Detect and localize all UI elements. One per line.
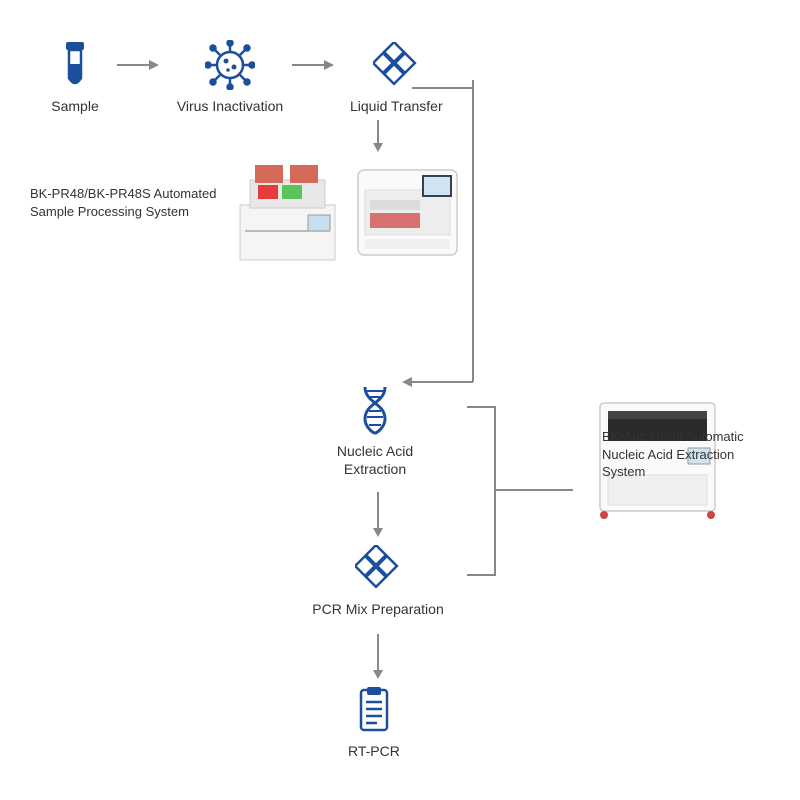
label-sample: Sample: [51, 98, 98, 114]
node-virus: Virus Inactivation: [175, 40, 285, 114]
label-pcrmix: PCR Mix Preparation: [312, 601, 444, 617]
bracket-right: [465, 405, 580, 585]
equipment-image-bkpr48-2: [350, 155, 465, 265]
label-virus: Virus Inactivation: [177, 98, 283, 114]
label-bkpr48: BK-PR48/BK-PR48S Automated Sample Proces…: [30, 185, 225, 220]
label-liquid: Liquid Transfer: [350, 98, 443, 114]
node-liquid: Liquid Transfer: [350, 40, 443, 114]
equipment-image-bkpr48-1: [230, 155, 345, 265]
label-rtpcr: RT-PCR: [348, 743, 400, 759]
node-sample: Sample: [50, 40, 100, 114]
connector-htop: [412, 78, 474, 96]
arrow-pcrmix-rtpcr: [368, 632, 388, 680]
arrow-sample-virus: [115, 55, 160, 75]
arrow-nucleic-pcrmix: [368, 490, 388, 538]
arrow-virus-liquid: [290, 55, 335, 75]
label-nucleic: Nucleic Acid Extraction: [320, 443, 430, 478]
connector-vline: [470, 80, 490, 395]
node-nucleic: Nucleic Acid Extraction: [320, 385, 430, 478]
report-icon: [349, 685, 399, 735]
node-rtpcr: RT-PCR: [348, 685, 400, 759]
label-autohs96: BK-AutoHS96 Automatic Nucleic Acid Extra…: [602, 428, 752, 481]
dna-icon: [350, 385, 400, 435]
tube-icon: [50, 40, 100, 90]
diamond4-icon-2: [353, 543, 403, 593]
arrow-liquid-down: [368, 118, 388, 153]
virus-icon: [205, 40, 255, 90]
node-pcrmix: PCR Mix Preparation: [308, 543, 448, 617]
